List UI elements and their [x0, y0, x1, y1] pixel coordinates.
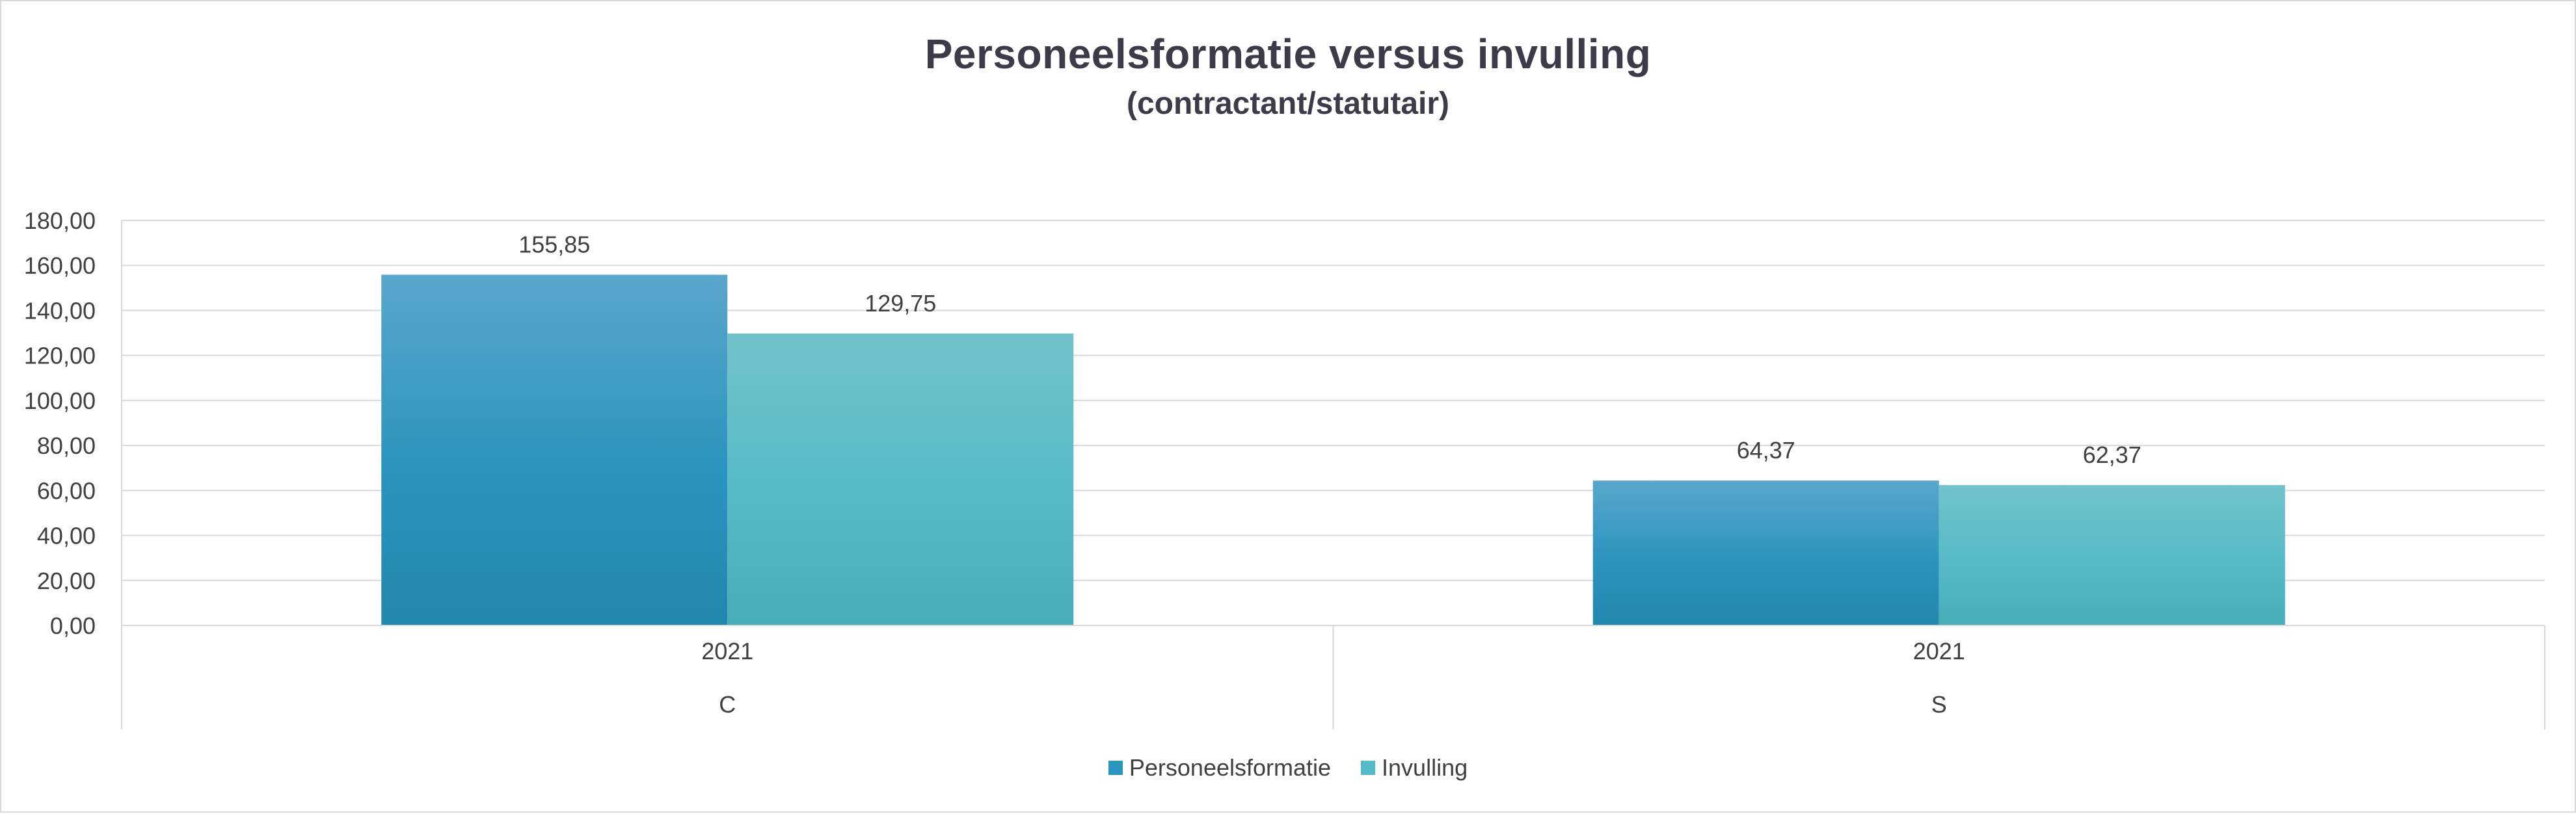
x-tick-label-group: S	[1931, 691, 1947, 718]
legend-label-invulling: Invulling	[1382, 754, 1468, 781]
legend-item-invulling: Invulling	[1361, 754, 1468, 781]
y-tick-label: 0,00	[50, 612, 96, 639]
bar-personeelsformatie-c	[381, 274, 728, 626]
y-tick-label: 60,00	[37, 477, 96, 504]
data-label: 62,37	[2083, 441, 2141, 468]
bar-invulling-s	[1939, 485, 2285, 625]
x-tick-label-year: 2021	[1913, 638, 1965, 664]
data-label: 155,85	[518, 231, 590, 258]
y-tick-label: 20,00	[37, 568, 96, 594]
data-label: 129,75	[865, 290, 936, 317]
y-tick-label: 40,00	[37, 523, 96, 549]
y-tick-label: 180,00	[24, 207, 96, 234]
y-tick-label: 120,00	[24, 343, 96, 369]
chart-subtitle: (contractant/statutair)	[1126, 86, 1450, 121]
legend-swatch-personeelsformatie	[1108, 761, 1123, 775]
y-tick-label: 100,00	[24, 387, 96, 414]
y-tick-label: 80,00	[37, 432, 96, 459]
chart-legend: Personeelsformatie Invulling	[1, 754, 2575, 781]
bar-personeelsformatie-s	[1592, 480, 1939, 625]
legend-swatch-invulling	[1361, 761, 1376, 775]
bar-invulling-c	[727, 333, 1074, 625]
y-tick-label: 160,00	[24, 252, 96, 279]
data-label: 64,37	[1737, 437, 1795, 464]
chart-title: Personeelsformatie versus invulling	[924, 31, 1652, 77]
x-tick-label-group: C	[719, 691, 736, 718]
legend-item-personeelsformatie: Personeelsformatie	[1108, 754, 1331, 781]
x-tick-label-year: 2021	[701, 638, 753, 664]
legend-label-personeelsformatie: Personeelsformatie	[1129, 754, 1332, 781]
y-tick-label: 140,00	[24, 297, 96, 324]
